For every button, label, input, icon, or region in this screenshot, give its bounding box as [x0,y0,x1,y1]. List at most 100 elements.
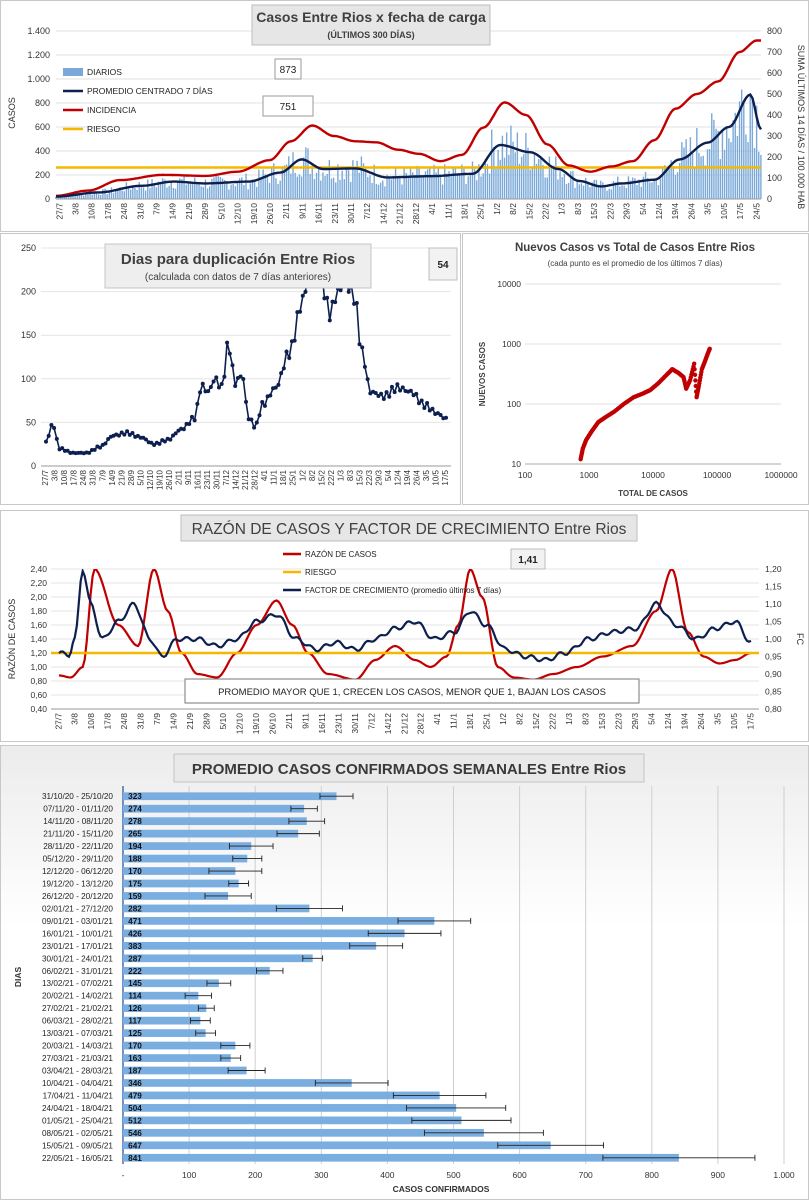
sem-bar-16 [123,991,199,1000]
casos-diarios-bar-310 [717,130,719,199]
dup-xtick-24: 11/1 [270,469,279,485]
dup-point-37 [144,437,148,442]
casos-ytick-1: 200 [35,170,50,180]
dup-point-64 [216,385,221,390]
razon-xtick-26: 25/1 [482,713,492,730]
casos-diarios-bar-173 [424,171,427,199]
sem-category-6: 12/12/20 - 06/12/20 [42,867,113,876]
casos-diarios-bar-38 [136,189,138,199]
casos-diarios-bar-221 [527,147,529,199]
sem-category-10: 09/01/21 - 03/01/21 [42,917,113,926]
dup-xtick-39: 26/4 [413,469,422,485]
casos-legend-label-2: INCIDENCIA [87,105,136,115]
razon-xtick-30: 22/2 [548,713,558,730]
dup-subtitle: (calculada con datos de 7 días anteriore… [145,272,331,283]
casos-diarios-bar-217 [518,163,521,199]
casos-diarios-bar-263 [617,176,619,199]
dup-xtick-42: 17/5 [441,469,450,485]
casos-diarios-bar-170 [418,167,420,199]
dup-xtick-12: 19/10 [155,469,164,490]
casos-diarios-bar-157 [390,179,393,199]
casos-y2tick-1: 100 [767,173,782,183]
casos-diarios-bar-233 [552,165,555,199]
casos-diarios-bar-156 [388,178,390,199]
casos-diarios-bar-150 [375,183,378,199]
sem-category-12: 23/01/21 - 17/01/21 [42,942,113,951]
casos-diarios-bar-44 [149,188,151,199]
casos-diarios-bar-294 [683,147,685,199]
casos-diarios-bar-220 [525,132,527,199]
sem-category-2: 14/11/20 - 08/11/20 [43,817,113,826]
razon-xtick-13: 26/10 [267,713,277,735]
casos-xtick-1: 3/8 [70,203,80,215]
casos-diarios-bar-253 [595,179,598,199]
sem-value-label-10: 471 [128,917,142,926]
dup-xtick-9: 28/9 [127,469,136,485]
dup-point-0 [44,439,48,444]
dup-point-56 [195,401,200,406]
casos-diarios-bar-268 [627,176,630,199]
casos-diarios-bar-148 [371,183,373,199]
casos-diarios-bar-313 [723,149,726,199]
sem-category-26: 01/05/21 - 25/04/21 [42,1116,113,1125]
sem-category-5: 05/12/20 - 29/11/20 [43,855,114,864]
nvt-ylabel: NUEVOS CASOS [478,341,487,406]
razon-title-box [180,514,638,542]
casos-diarios-bar-234 [555,156,557,199]
razon-annotation-box [184,678,640,704]
sem-category-20: 20/03/21 - 14/03/21 [42,1042,113,1051]
razon-xtick-37: 12/4 [663,713,673,730]
casos-diarios-bar-200 [482,173,484,199]
casos-diarios-bar-201 [484,159,487,199]
sem-bar-21 [123,1054,231,1062]
sem-value-label-5: 188 [128,855,142,864]
casos-diarios-bar-9 [74,195,76,199]
dup-point-77 [252,425,257,430]
casos-diarios-bar-3 [61,196,64,199]
casos-xtick-24: 11/1 [443,203,453,219]
dup-callout-box [428,247,458,281]
duplicacion-chart-panel: 0 50 100 150 200 250 27/7 3/8 10/8 17/8 24/8 31/8 7/… [0,233,461,505]
casos-xtick-26: 25/1 [476,203,486,220]
casos-y2tick-5: 500 [767,89,782,99]
casos-diarios-bar-165 [407,176,410,199]
casos-diarios-bar-31 [121,190,123,199]
dup-point-78 [254,420,259,425]
sem-value-label-28: 647 [128,1141,142,1150]
casos-diarios-bar-136 [345,168,348,199]
casos-diarios-bar-324 [747,142,749,199]
casos-diarios-bar-24 [106,194,108,199]
dup-xtick-34: 22/3 [365,469,374,485]
casos-diarios-bar-210 [503,157,506,199]
casos-diarios-bar-123 [317,167,320,199]
casos-diarios-bar-327 [753,147,756,199]
nvt-point-109 [692,367,697,372]
casos-diarios-bar-302 [700,156,702,199]
casos-promedio-line [56,93,763,198]
dup-xtick-30: 22/2 [327,469,336,485]
casos-diarios-bar-192 [465,183,467,199]
casos-diarios-bar-11 [78,192,81,199]
razon-fc-line [58,569,752,663]
casos-diarios-bar-70 [204,179,207,199]
casos-xtick-40: 3/5 [703,203,713,215]
casos-diarios-bar-30 [119,187,121,199]
sem-bar-29 [123,1153,679,1162]
casos-diarios-bar-147 [369,175,371,199]
sem-value-label-29: 841 [128,1154,142,1163]
sem-value-label-17: 126 [128,1004,142,1013]
dup-point-44 [162,439,167,444]
razon-xtick-14: 2/11 [284,713,294,729]
casos-diarios-bar-285 [664,165,666,199]
casos-diarios-bar-21 [100,195,102,199]
casos-diarios-bar-216 [516,132,519,199]
casos-xtick-6: 7/9 [152,203,162,215]
casos-diarios-bar-258 [606,190,608,199]
dup-point-143 [430,406,435,411]
casos-diarios-bar-259 [608,188,610,199]
casos-diarios-bar-114 [298,174,301,199]
casos-legend-label-3: RIESGO [87,124,120,134]
casos-xtick-14: 2/11 [281,203,291,219]
casos-diarios-bar-58 [179,178,181,199]
razon-ytick-7: 1,80 [30,606,47,616]
